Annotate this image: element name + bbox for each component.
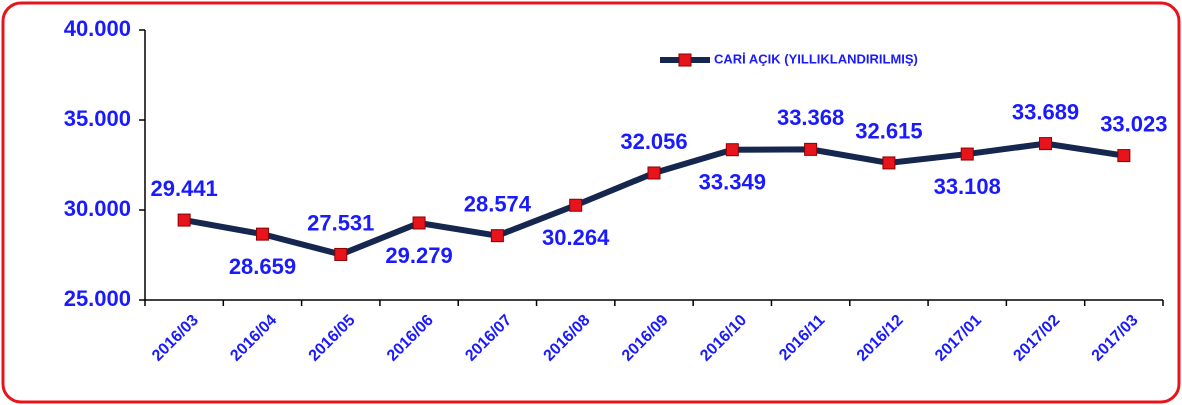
marker: [1117, 149, 1131, 163]
data-label: 33.349: [699, 170, 766, 195]
data-label: 28.574: [464, 191, 532, 216]
legend-label: CARİ AÇIK (YILLIKLANDIRILMIŞ): [714, 51, 918, 66]
legend-marker: [678, 53, 692, 67]
marker: [647, 166, 661, 180]
y-tick-label: 40.000: [64, 16, 131, 41]
marker: [960, 147, 974, 161]
data-label: 32.615: [855, 119, 922, 144]
marker: [1039, 137, 1053, 151]
data-label: 33.368: [777, 105, 844, 130]
data-label: 27.531: [307, 210, 374, 235]
data-label: 33.689: [1012, 99, 1079, 124]
marker: [490, 229, 504, 243]
data-label: 32.056: [620, 129, 687, 154]
data-label: 33.108: [934, 174, 1001, 199]
data-label: 29.441: [151, 176, 218, 201]
marker: [177, 213, 191, 227]
y-tick-label: 30.000: [64, 196, 131, 221]
marker: [255, 227, 269, 241]
marker: [569, 198, 583, 212]
marker: [804, 142, 818, 156]
y-tick-label: 25.000: [64, 286, 131, 311]
marker: [882, 156, 896, 170]
marker: [334, 247, 348, 261]
data-label: 33.023: [1100, 111, 1167, 136]
marker: [412, 216, 426, 230]
marker: [725, 143, 739, 157]
data-label: 28.659: [229, 254, 296, 279]
y-tick-label: 35.000: [64, 106, 131, 131]
data-label: 29.279: [385, 243, 452, 268]
data-label: 30.264: [542, 225, 610, 250]
